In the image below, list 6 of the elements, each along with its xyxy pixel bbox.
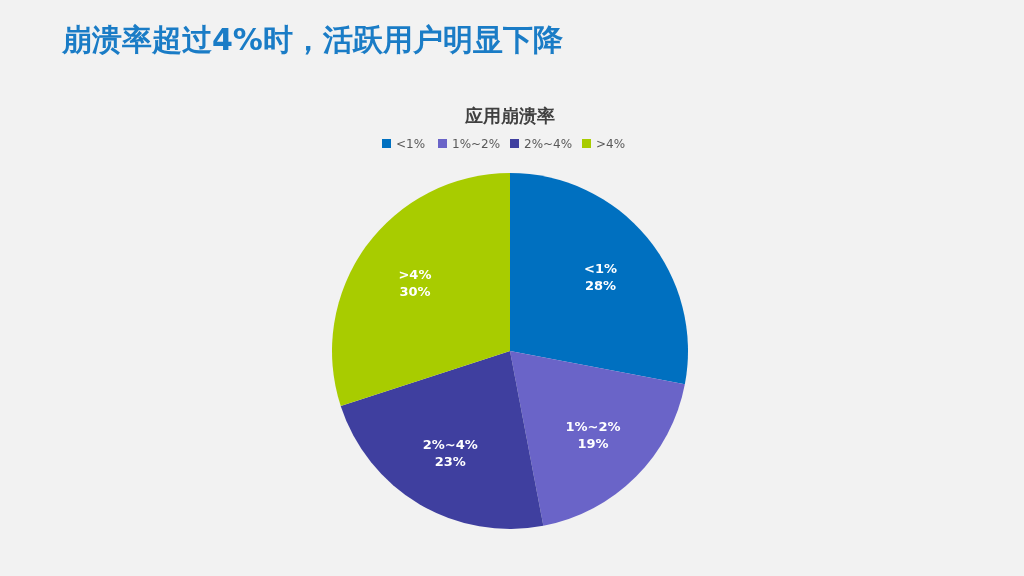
legend-label: >4%: [596, 137, 626, 151]
title: 崩溃率超过4%时，活跃用户明显下降: [62, 22, 563, 57]
legend-label: 2%~4%: [524, 137, 573, 151]
legend-label: 1%~2%: [452, 137, 501, 151]
subtitle: 应用崩溃率: [465, 105, 555, 126]
legend-label: <1%: [396, 137, 426, 151]
